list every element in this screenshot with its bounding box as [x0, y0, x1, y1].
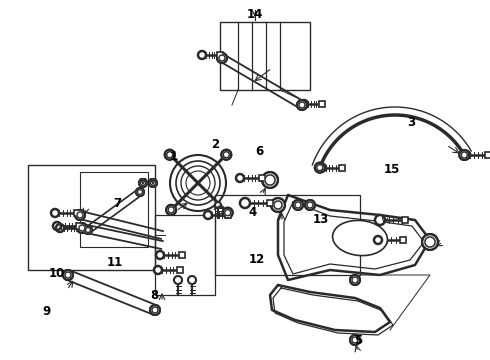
Circle shape: [271, 198, 285, 212]
Polygon shape: [278, 195, 430, 280]
Circle shape: [223, 152, 229, 158]
Bar: [28, 165, 155, 270]
Circle shape: [297, 100, 307, 110]
Circle shape: [139, 179, 147, 187]
Circle shape: [138, 189, 143, 194]
Circle shape: [299, 102, 305, 108]
Circle shape: [295, 202, 301, 208]
Text: 14: 14: [246, 8, 263, 21]
Circle shape: [307, 202, 313, 208]
Text: 15: 15: [384, 163, 400, 176]
Circle shape: [352, 277, 358, 283]
Circle shape: [188, 276, 196, 284]
Circle shape: [219, 55, 225, 61]
Text: 13: 13: [313, 213, 329, 226]
Text: 8: 8: [150, 289, 158, 302]
Text: 1: 1: [170, 150, 178, 163]
Text: 12: 12: [249, 253, 266, 266]
Circle shape: [318, 164, 326, 172]
Circle shape: [375, 215, 385, 225]
Circle shape: [217, 53, 227, 63]
Text: 3: 3: [408, 116, 416, 129]
Circle shape: [422, 234, 438, 250]
Ellipse shape: [333, 220, 388, 256]
Circle shape: [56, 224, 64, 232]
Text: 11: 11: [107, 256, 123, 269]
Circle shape: [51, 209, 59, 217]
Circle shape: [374, 236, 382, 244]
Text: 2: 2: [212, 138, 220, 150]
Circle shape: [174, 276, 182, 284]
Circle shape: [221, 150, 231, 160]
Circle shape: [167, 152, 172, 158]
Circle shape: [156, 251, 164, 259]
Circle shape: [85, 228, 91, 233]
Circle shape: [63, 270, 73, 280]
Circle shape: [136, 188, 144, 196]
Polygon shape: [270, 285, 390, 332]
Circle shape: [165, 150, 175, 160]
Circle shape: [77, 212, 83, 218]
Circle shape: [350, 275, 360, 285]
Bar: [155, 215, 215, 295]
Text: 10: 10: [48, 267, 65, 280]
Text: 6: 6: [256, 145, 264, 158]
Circle shape: [150, 305, 160, 315]
Circle shape: [461, 152, 467, 158]
Circle shape: [77, 223, 87, 233]
Circle shape: [240, 198, 250, 208]
Circle shape: [198, 51, 206, 59]
Text: 9: 9: [43, 305, 50, 318]
Text: 4: 4: [248, 206, 256, 219]
Circle shape: [293, 200, 303, 210]
Circle shape: [459, 150, 469, 160]
Circle shape: [215, 202, 221, 208]
Text: 5: 5: [354, 334, 362, 347]
Circle shape: [300, 100, 308, 108]
Circle shape: [222, 208, 233, 218]
Circle shape: [315, 163, 325, 173]
Circle shape: [462, 151, 470, 159]
Circle shape: [265, 175, 275, 185]
Circle shape: [79, 225, 85, 231]
Circle shape: [352, 337, 358, 343]
Circle shape: [166, 205, 176, 215]
Circle shape: [236, 174, 244, 182]
Circle shape: [154, 266, 162, 274]
Circle shape: [149, 179, 157, 187]
Circle shape: [425, 237, 435, 247]
Circle shape: [350, 335, 360, 345]
Circle shape: [53, 222, 61, 230]
Circle shape: [84, 226, 92, 234]
Circle shape: [225, 210, 231, 216]
Circle shape: [141, 180, 146, 185]
Circle shape: [150, 180, 155, 185]
Circle shape: [168, 207, 174, 213]
Bar: [215, 195, 360, 275]
Circle shape: [305, 200, 315, 210]
Circle shape: [274, 201, 282, 209]
Text: 7: 7: [114, 197, 122, 210]
Bar: [80, 172, 148, 247]
Circle shape: [152, 307, 158, 313]
Bar: [220, 22, 310, 90]
Circle shape: [262, 172, 278, 188]
Circle shape: [317, 165, 323, 171]
Circle shape: [204, 211, 212, 219]
Circle shape: [75, 210, 85, 220]
Circle shape: [65, 272, 71, 278]
